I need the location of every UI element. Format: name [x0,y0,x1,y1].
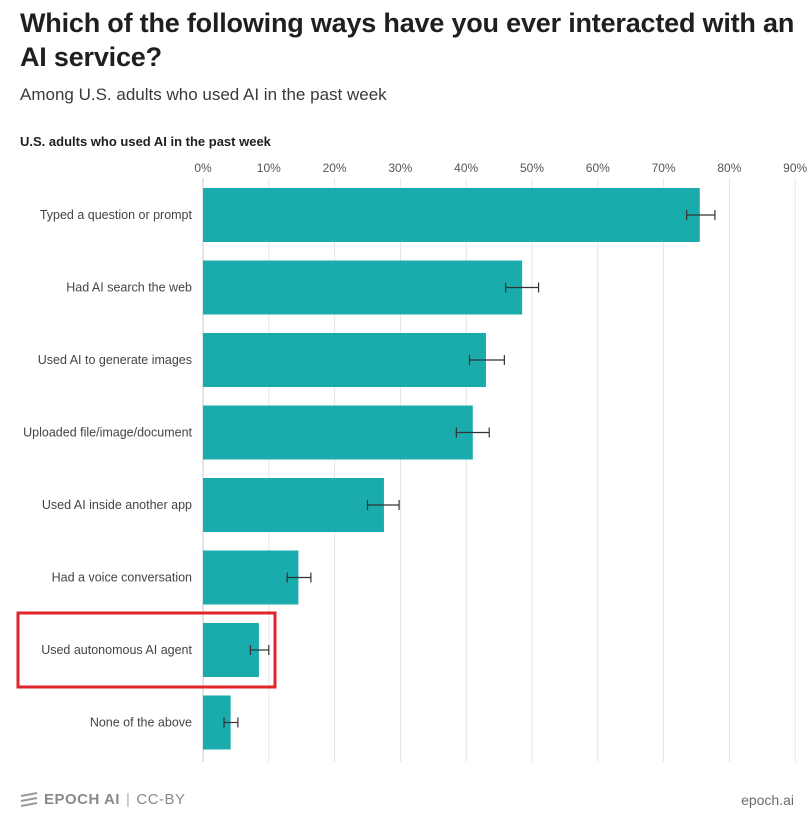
bar [203,478,384,532]
bar-chart: 0% 10% 20% 30% 40% 50% 60% 70% 80% 90% Typed a que… [16,161,808,762]
site-link[interactable]: epoch.ai [741,792,794,808]
category-label: Had AI search the web [66,281,192,295]
category-label: Uploaded file/image/document [23,426,192,440]
x-tick-label: 90% [783,161,807,175]
bar [203,333,486,387]
category-label: Had a voice conversation [52,571,192,585]
category-label: Typed a question or prompt [40,208,193,222]
category-label: None of the above [90,716,192,730]
x-tick-label: 50% [520,161,544,175]
brand-name: EPOCH AI [44,791,120,808]
bar [203,623,259,677]
chart-subtitle: Among U.S. adults who used AI in the pas… [20,85,387,104]
x-tick-label: 10% [257,161,281,175]
license-label: CC-BY [136,791,186,808]
category-label: Used AI inside another app [42,498,192,512]
highlight-box [16,611,277,689]
x-tick-label: 0% [194,161,212,175]
x-tick-label: 80% [717,161,741,175]
x-tick-label: 20% [323,161,347,175]
bar [203,550,299,605]
epoch-logo-icon [20,791,38,807]
x-tick-label: 40% [454,161,478,175]
x-tick-label: 30% [388,161,412,175]
category-label: Used autonomous AI agent [41,643,192,657]
footer-separator: | [125,791,131,808]
chart-title: Which of the following ways have you eve… [20,8,795,72]
bar [203,405,473,460]
x-tick-label: 60% [586,161,610,175]
x-tick-label: 70% [652,161,676,175]
chart-heading: U.S. adults who used AI in the past week [20,134,271,149]
footer-logo: EPOCH AI | CC-BY [20,791,186,808]
bar [203,260,523,315]
bar [203,188,700,242]
category-label: Used AI to generate images [38,353,192,367]
